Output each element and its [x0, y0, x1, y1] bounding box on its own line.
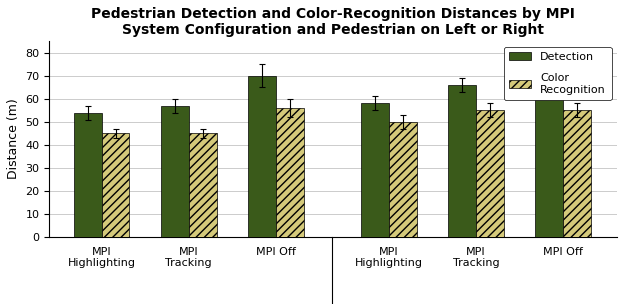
- Bar: [535, 87, 563, 237]
- Bar: [448, 85, 476, 237]
- Bar: [248, 76, 276, 237]
- Bar: [161, 106, 188, 237]
- Bar: [188, 133, 217, 237]
- Y-axis label: Distance (m): Distance (m): [7, 99, 20, 179]
- Bar: [102, 133, 129, 237]
- Bar: [276, 108, 304, 237]
- Bar: [361, 103, 389, 237]
- Bar: [389, 122, 417, 237]
- Bar: [476, 110, 504, 237]
- Title: Pedestrian Detection and Color-Recognition Distances by MPI
System Configuration: Pedestrian Detection and Color-Recogniti…: [91, 7, 575, 37]
- Bar: [74, 112, 102, 237]
- Bar: [563, 110, 591, 237]
- Legend: Detection, Color
Recognition: Detection, Color Recognition: [504, 47, 612, 100]
